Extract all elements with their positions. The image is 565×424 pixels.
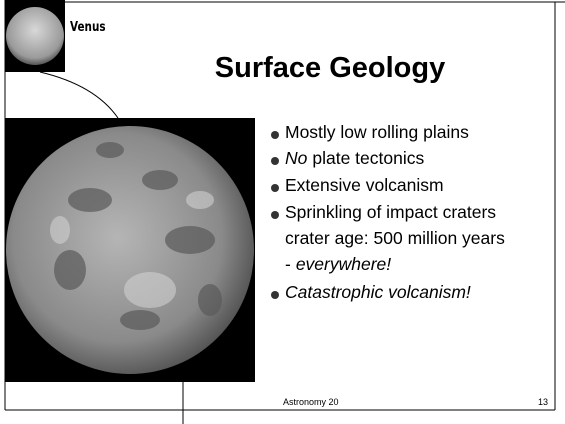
bullet-text: plate tectonics [312, 148, 424, 168]
bullet-line: crater age: 500 million years [285, 228, 505, 249]
bullet-line: -everywhere! [285, 254, 391, 275]
bullet: Sprinkling of impact craters [285, 202, 496, 223]
emphasis: No [285, 148, 307, 168]
badge: Venus [70, 20, 106, 35]
bullet: Catastrophic volcanism! [285, 282, 471, 303]
footer-course: Astronomy 20 [283, 397, 339, 407]
bullet-icons [271, 131, 279, 299]
emphasis: everywhere! [296, 254, 391, 274]
page-number: 13 [538, 397, 548, 407]
bullet: Mostly low rolling plains [285, 122, 469, 143]
bullet: Extensive volcanism [285, 175, 444, 196]
slide: Venus Surface Geology Mostly low rolling… [0, 0, 565, 424]
emphasis: Catastrophic volcanism! [285, 282, 471, 302]
dash: - [285, 254, 291, 274]
slide-title: Surface Geology [175, 52, 485, 85]
